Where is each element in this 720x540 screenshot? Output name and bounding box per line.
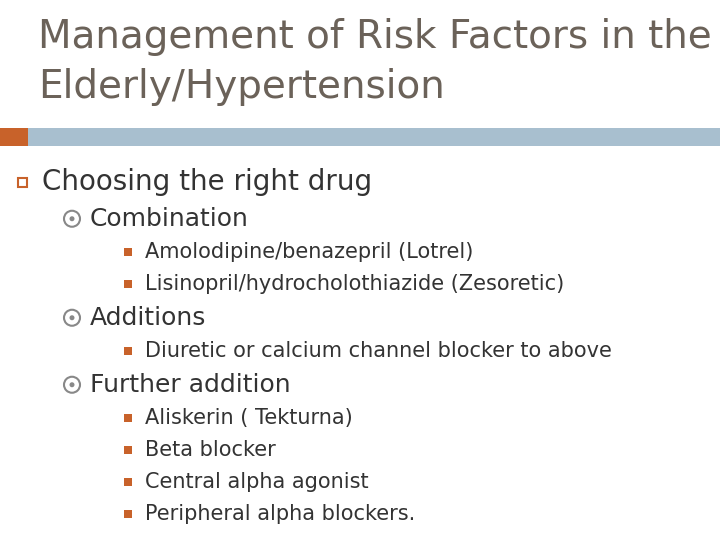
Circle shape [70, 315, 74, 320]
Bar [124, 414, 132, 422]
Bar [124, 347, 132, 355]
Bar [17, 178, 27, 187]
Text: Peripheral alpha blockers.: Peripheral alpha blockers. [145, 504, 415, 524]
Text: Further addition: Further addition [90, 373, 291, 397]
Text: Central alpha agonist: Central alpha agonist [145, 472, 369, 492]
Text: Elderly/Hypertension: Elderly/Hypertension [38, 68, 445, 106]
Circle shape [70, 382, 74, 387]
Text: Diuretic or calcium channel blocker to above: Diuretic or calcium channel blocker to a… [145, 341, 612, 361]
Bar [124, 280, 132, 288]
Text: Choosing the right drug: Choosing the right drug [42, 168, 372, 196]
Text: Lisinopril/hydrocholothiazide (Zesoretic): Lisinopril/hydrocholothiazide (Zesoretic… [145, 274, 564, 294]
Text: Amolodipine/benazepril (Lotrel): Amolodipine/benazepril (Lotrel) [145, 242, 473, 262]
Text: Aliskerin ( Tekturna): Aliskerin ( Tekturna) [145, 408, 353, 428]
Text: Beta blocker: Beta blocker [145, 441, 276, 461]
Text: Additions: Additions [90, 306, 207, 330]
Bar [0, 128, 28, 146]
Bar [124, 478, 132, 487]
Bar [28, 128, 720, 146]
Bar [124, 447, 132, 454]
Text: Combination: Combination [90, 207, 249, 231]
Circle shape [70, 216, 74, 221]
Bar [124, 248, 132, 256]
Text: Management of Risk Factors in the: Management of Risk Factors in the [38, 18, 712, 56]
Bar [124, 510, 132, 518]
